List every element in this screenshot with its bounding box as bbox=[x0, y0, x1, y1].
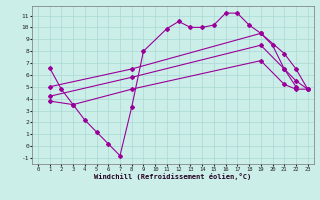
X-axis label: Windchill (Refroidissement éolien,°C): Windchill (Refroidissement éolien,°C) bbox=[94, 173, 252, 180]
